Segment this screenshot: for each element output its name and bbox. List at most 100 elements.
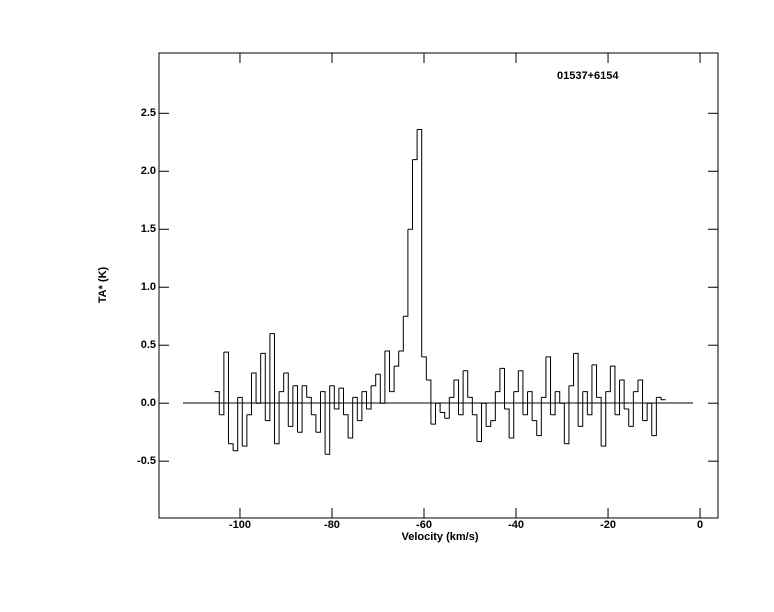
y-tick-label: 2.5 — [141, 107, 156, 119]
spectrum-step — [541, 356, 547, 398]
x-tick-label: 0 — [697, 519, 703, 531]
spectrum-step — [513, 370, 519, 393]
spectrum-step — [214, 391, 220, 415]
spectrum-step — [472, 414, 478, 442]
spectrum-step — [624, 408, 630, 427]
spectrum-step — [633, 380, 639, 393]
spectrum-step — [246, 373, 252, 416]
spectrum-step — [274, 391, 280, 445]
spectrum-step — [642, 403, 648, 422]
y-tick-label: 0.5 — [141, 339, 156, 351]
spectrum-step — [509, 391, 515, 439]
spectrum-step — [338, 387, 344, 415]
spectrum-step — [651, 397, 657, 437]
spectrum-step — [605, 366, 611, 393]
spectrum-step — [596, 396, 602, 447]
spectrum-step — [637, 379, 644, 421]
spectrum-step — [297, 385, 303, 433]
spectrum-step — [242, 414, 248, 447]
spectrum-step — [279, 373, 285, 393]
spectrum-step — [582, 391, 588, 415]
spectrum-step — [426, 379, 432, 425]
spectrum-step — [325, 385, 331, 455]
spectrum-step — [398, 316, 404, 352]
spectrum-step — [656, 396, 662, 400]
spectrum-step — [306, 396, 312, 415]
spectrum-step — [527, 391, 533, 421]
spectrum-step — [283, 372, 289, 427]
spectrum-step — [647, 402, 653, 436]
spectrum-step — [219, 352, 225, 416]
spectrum-step — [463, 370, 469, 398]
spectrum-step — [568, 353, 575, 387]
spectrum-step — [334, 388, 340, 410]
spectrum-step — [481, 402, 487, 427]
spectrum-step — [421, 356, 427, 381]
y-tick-label: 1.0 — [141, 281, 156, 293]
x-tick-label: -100 — [229, 519, 251, 531]
spectrum-step — [343, 414, 349, 438]
spectrum-step — [504, 408, 510, 438]
spectrum-step — [233, 397, 239, 452]
spectrum-step — [361, 391, 367, 409]
spectrum-step — [444, 397, 450, 419]
spectrum-step — [555, 391, 561, 404]
spectrum-step — [578, 391, 584, 427]
x-tick-label: -80 — [324, 519, 340, 531]
spectrum-step — [320, 391, 326, 455]
spectrum-step — [265, 333, 271, 422]
spectrum-step — [532, 420, 538, 436]
spectrum-step — [486, 420, 492, 427]
spectrum-step — [591, 364, 598, 398]
spectrum-step — [315, 391, 321, 433]
spectrum-step — [499, 367, 506, 409]
spectrum-step — [573, 352, 579, 427]
spectrum-step — [302, 385, 308, 398]
spectrum-step — [371, 374, 377, 387]
spectrum-step — [329, 385, 335, 409]
spectrum-step — [403, 229, 409, 317]
spectrum-step — [536, 397, 542, 437]
spectrum-step — [260, 352, 266, 421]
spectrum-step — [435, 402, 441, 413]
x-tick-label: -40 — [508, 519, 524, 531]
spectrum-step — [375, 373, 381, 404]
spectrum-step — [237, 396, 243, 447]
spectrum-step — [564, 385, 570, 445]
spectrum-step — [430, 403, 437, 425]
spectrum-step — [458, 370, 464, 416]
spectrum-step — [407, 159, 414, 230]
spectrum-step — [614, 380, 621, 416]
spectrum-step — [348, 397, 354, 439]
spectrum-step — [228, 443, 234, 451]
spectrum-step — [223, 351, 229, 444]
plot-frame — [158, 52, 719, 519]
spectrum-step — [412, 129, 418, 161]
spectrum-step — [550, 391, 556, 416]
y-tick-label: 0.0 — [141, 397, 156, 409]
spectrum-step — [384, 350, 391, 392]
spectrum-step — [357, 391, 363, 422]
spectrum-step — [490, 391, 496, 422]
spectrum-step — [366, 385, 372, 410]
spectrum-step — [352, 396, 358, 421]
spectrum-step — [288, 385, 294, 427]
spectrum-step — [417, 129, 423, 357]
x-tick-label: -60 — [416, 519, 432, 531]
y-axis-label: TA* (K) — [97, 266, 109, 303]
spectrum-step — [256, 353, 262, 404]
x-tick-label: -20 — [600, 519, 616, 531]
spectrum-step — [522, 391, 529, 416]
spectrum-step — [545, 356, 552, 415]
spectrum-step — [619, 379, 625, 409]
spectrum-step — [476, 403, 483, 442]
spectrum-step — [518, 370, 524, 415]
annotation: 01537+6154 — [557, 70, 619, 82]
spectrum-step — [449, 380, 455, 398]
spectrum-step — [440, 411, 446, 419]
y-tick-label: 1.5 — [141, 223, 156, 235]
spectrum-step — [394, 351, 400, 367]
spectrum-step — [311, 414, 317, 433]
spectrum-step — [380, 351, 386, 404]
spectrum-step — [389, 366, 395, 393]
